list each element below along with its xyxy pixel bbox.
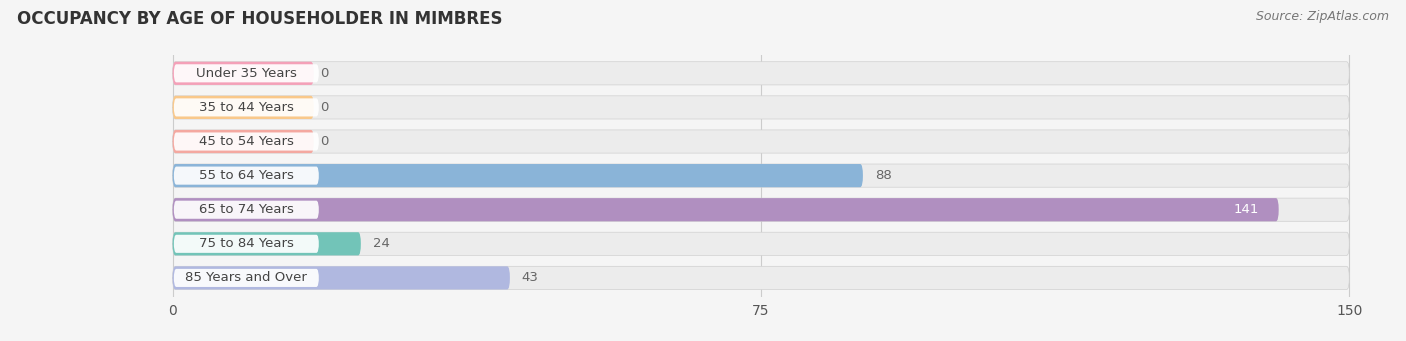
Text: 0: 0: [321, 67, 329, 80]
Text: 88: 88: [875, 169, 891, 182]
FancyBboxPatch shape: [173, 198, 1350, 221]
Text: 0: 0: [321, 135, 329, 148]
FancyBboxPatch shape: [174, 235, 319, 253]
Text: 35 to 44 Years: 35 to 44 Years: [198, 101, 294, 114]
FancyBboxPatch shape: [173, 266, 510, 290]
Text: 141: 141: [1233, 203, 1260, 216]
Text: 0: 0: [321, 101, 329, 114]
FancyBboxPatch shape: [174, 201, 319, 219]
FancyBboxPatch shape: [173, 130, 1350, 153]
Text: 85 Years and Over: 85 Years and Over: [186, 271, 308, 284]
FancyBboxPatch shape: [173, 266, 1350, 290]
Text: 43: 43: [522, 271, 538, 284]
FancyBboxPatch shape: [173, 198, 1278, 221]
Text: Under 35 Years: Under 35 Years: [195, 67, 297, 80]
FancyBboxPatch shape: [173, 164, 863, 187]
FancyBboxPatch shape: [173, 96, 1350, 119]
FancyBboxPatch shape: [174, 64, 319, 83]
FancyBboxPatch shape: [173, 62, 1350, 85]
Text: 45 to 54 Years: 45 to 54 Years: [198, 135, 294, 148]
FancyBboxPatch shape: [174, 269, 319, 287]
FancyBboxPatch shape: [173, 232, 1350, 255]
FancyBboxPatch shape: [173, 62, 314, 85]
Text: OCCUPANCY BY AGE OF HOUSEHOLDER IN MIMBRES: OCCUPANCY BY AGE OF HOUSEHOLDER IN MIMBR…: [17, 10, 502, 28]
FancyBboxPatch shape: [174, 166, 319, 185]
FancyBboxPatch shape: [174, 132, 319, 151]
Text: Source: ZipAtlas.com: Source: ZipAtlas.com: [1256, 10, 1389, 23]
Text: 65 to 74 Years: 65 to 74 Years: [198, 203, 294, 216]
FancyBboxPatch shape: [173, 96, 314, 119]
FancyBboxPatch shape: [173, 164, 1350, 187]
FancyBboxPatch shape: [173, 130, 314, 153]
FancyBboxPatch shape: [174, 98, 319, 117]
FancyBboxPatch shape: [173, 232, 361, 255]
Text: 24: 24: [373, 237, 389, 250]
Text: 55 to 64 Years: 55 to 64 Years: [198, 169, 294, 182]
Text: 75 to 84 Years: 75 to 84 Years: [198, 237, 294, 250]
